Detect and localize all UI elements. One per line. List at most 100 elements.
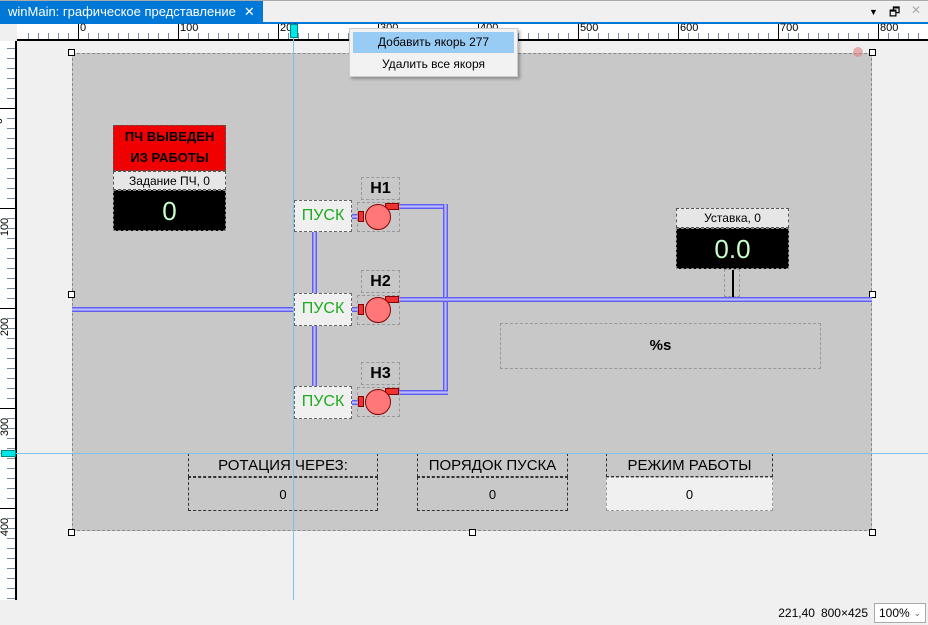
ruler-tick bbox=[7, 358, 15, 359]
ruler-tick bbox=[118, 33, 119, 39]
ruler-tick bbox=[198, 33, 199, 39]
canvas-size: 800×425 bbox=[820, 605, 868, 620]
pump-1-start-button[interactable]: ПУСК bbox=[294, 200, 352, 232]
resize-handle[interactable] bbox=[68, 529, 75, 536]
ruler-tick bbox=[7, 138, 15, 139]
vertical-guide[interactable] bbox=[293, 24, 294, 600]
ruler-tick bbox=[918, 33, 919, 39]
start-order-value[interactable]: 0 bbox=[417, 477, 568, 511]
resize-handle[interactable] bbox=[869, 529, 876, 536]
ruler-tick bbox=[7, 398, 15, 399]
ruler-tick bbox=[278, 24, 279, 39]
resize-handle[interactable] bbox=[68, 49, 75, 56]
tab-winmain[interactable]: winMain: графическое представление ✕ bbox=[0, 1, 263, 23]
pump-1[interactable] bbox=[357, 202, 400, 232]
resize-handle[interactable] bbox=[869, 49, 876, 56]
status-bar: 221,40 800×425 100% ⌄ bbox=[0, 600, 928, 625]
ruler-tick bbox=[838, 33, 839, 39]
ruler-label: 800 bbox=[880, 22, 899, 34]
ruler-tick bbox=[798, 33, 799, 39]
vertical-guide-marker[interactable] bbox=[290, 24, 298, 38]
ruler-tick bbox=[288, 33, 289, 39]
alarm-line-1: ПЧ ВЫВЕДЕН bbox=[124, 129, 215, 144]
pump-inlet bbox=[358, 396, 364, 407]
ruler-tick bbox=[0, 308, 15, 309]
ruler-tick bbox=[898, 33, 899, 39]
ruler-label: 0 bbox=[0, 118, 5, 124]
ruler-tick bbox=[268, 33, 269, 39]
lock-icon[interactable] bbox=[853, 47, 863, 57]
sensor-line bbox=[732, 270, 734, 297]
ruler-tick bbox=[7, 538, 15, 539]
ruler-label: 400 bbox=[0, 517, 12, 537]
tab-title: winMain: графическое представление bbox=[8, 4, 236, 19]
resize-handle[interactable] bbox=[68, 291, 75, 298]
ruler-tick bbox=[778, 24, 779, 39]
ruler-tick bbox=[348, 33, 349, 39]
zoom-select[interactable]: 100% ⌄ bbox=[874, 602, 926, 623]
vfd-setpoint-value[interactable]: 0 bbox=[113, 190, 226, 231]
ruler-tick bbox=[7, 518, 15, 519]
ruler-tick bbox=[858, 33, 859, 39]
ruler-label: 600 bbox=[680, 22, 699, 34]
ruler-tick bbox=[0, 408, 15, 409]
ruler-tick bbox=[308, 33, 309, 39]
dropdown-icon[interactable]: ▼ bbox=[869, 7, 878, 17]
resize-handle[interactable] bbox=[469, 529, 476, 536]
ruler-tick bbox=[68, 33, 69, 39]
alarm-line-2: ИЗ РАБОТЫ bbox=[130, 150, 209, 165]
pump-2-start-button[interactable]: ПУСК bbox=[294, 293, 352, 326]
pump-3-start-button[interactable]: ПУСК bbox=[294, 386, 352, 419]
ruler-tick bbox=[7, 588, 15, 589]
tab-bar: winMain: графическое представление ✕ ▼ 🗗 … bbox=[0, 0, 928, 24]
pump-3[interactable] bbox=[357, 387, 400, 417]
ruler-tick bbox=[7, 58, 15, 59]
ruler-tick bbox=[708, 33, 709, 39]
ruler-tick bbox=[7, 448, 15, 449]
ruler-label: 300 bbox=[0, 417, 12, 437]
ruler-tick bbox=[7, 338, 15, 339]
restore-icon[interactable]: 🗗 bbox=[889, 5, 901, 19]
ruler-tick bbox=[7, 268, 15, 269]
ruler-tick bbox=[7, 68, 15, 69]
ruler-tick bbox=[168, 33, 169, 39]
ruler-tick bbox=[668, 33, 669, 39]
ruler-tick bbox=[7, 158, 15, 159]
ruler-tick bbox=[808, 33, 809, 39]
ruler-tick bbox=[7, 468, 15, 469]
operating-mode-value[interactable]: 0 bbox=[606, 477, 773, 511]
ruler-tick bbox=[0, 508, 15, 509]
ruler-tick bbox=[548, 33, 549, 39]
ruler-tick bbox=[7, 188, 15, 189]
resize-handle[interactable] bbox=[869, 291, 876, 298]
pump-2[interactable] bbox=[357, 295, 400, 325]
close-window-icon[interactable]: ✕ bbox=[911, 3, 922, 17]
ruler-tick bbox=[828, 33, 829, 39]
close-tab-icon[interactable]: ✕ bbox=[243, 4, 255, 19]
pump-3-icon bbox=[365, 389, 391, 415]
ruler-tick bbox=[208, 33, 209, 39]
format-text-field[interactable]: %s bbox=[500, 323, 821, 369]
ruler-tick bbox=[108, 33, 109, 39]
ruler-tick bbox=[748, 33, 749, 39]
ruler-tick bbox=[7, 288, 15, 289]
vertical-ruler[interactable]: 0 100 200 300 400 bbox=[0, 41, 17, 600]
horizontal-guide-marker[interactable] bbox=[1, 450, 16, 457]
ruler-tick bbox=[698, 33, 699, 39]
ruler-tick bbox=[568, 33, 569, 39]
setpoint-value[interactable]: 0.0 bbox=[676, 228, 789, 269]
ruler-tick bbox=[768, 33, 769, 39]
rotation-value[interactable]: 0 bbox=[188, 477, 378, 511]
menu-item-remove-anchors[interactable]: Удалить все якоря bbox=[382, 57, 485, 71]
menu-item-add-anchor[interactable]: Добавить якорь 277 bbox=[353, 32, 514, 53]
ruler-tick bbox=[718, 33, 719, 39]
ruler-tick bbox=[788, 33, 789, 39]
zoom-value: 100% bbox=[879, 605, 910, 620]
ruler-tick bbox=[528, 33, 529, 39]
ruler-tick bbox=[7, 418, 15, 419]
ruler-tick bbox=[7, 568, 15, 569]
pipe bbox=[398, 390, 448, 395]
inlet-pipe bbox=[72, 307, 294, 312]
horizontal-guide[interactable] bbox=[0, 453, 928, 454]
ruler-label: 100 bbox=[0, 217, 12, 237]
